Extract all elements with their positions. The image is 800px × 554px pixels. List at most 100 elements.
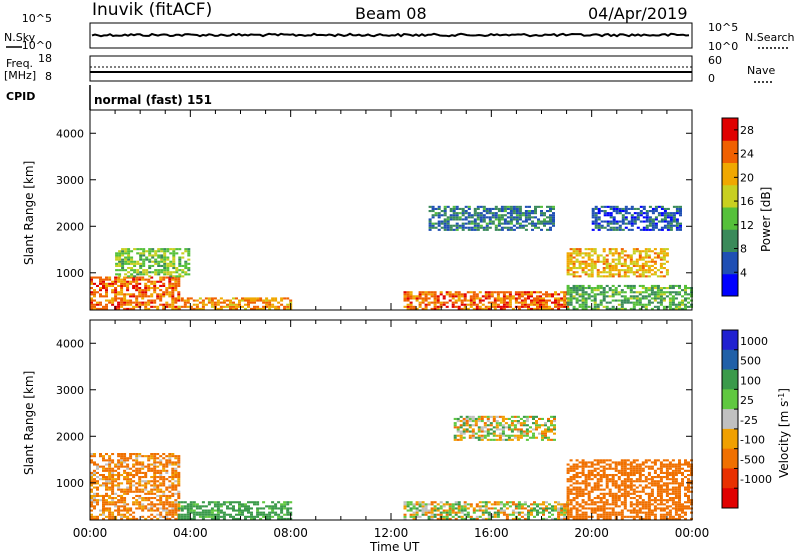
- time-tick-label: 04:00: [173, 526, 208, 540]
- power-cell: [594, 222, 598, 225]
- vel-cell: [265, 517, 269, 520]
- vel-cell: [165, 513, 169, 516]
- vel-cell: [468, 434, 472, 437]
- power-cell: [493, 307, 497, 310]
- power-cell: [617, 258, 621, 261]
- vel-cell: [102, 459, 105, 462]
- power-cell: [451, 293, 455, 296]
- power-cell: [434, 226, 438, 229]
- vel-cell: [611, 476, 615, 479]
- vel-cell: [647, 499, 651, 502]
- power-cell: [457, 307, 461, 310]
- power-cell: [663, 220, 667, 223]
- power-cell: [484, 291, 488, 294]
- power-cell: [105, 289, 108, 292]
- power-cell: [671, 297, 675, 300]
- vel-cell: [605, 482, 609, 485]
- power-cell: [406, 295, 410, 298]
- power-cell: [491, 207, 495, 210]
- power-cell: [611, 269, 615, 272]
- power-cell: [593, 293, 597, 296]
- power-cell: [530, 291, 533, 294]
- power-cell: [142, 248, 146, 251]
- power-cell: [482, 220, 486, 223]
- power-cell: [572, 305, 576, 308]
- power-cell: [171, 303, 175, 306]
- vel-cell: [409, 513, 413, 516]
- power-cell: [500, 214, 504, 217]
- power-cell: [497, 228, 501, 231]
- vel-cell: [183, 515, 187, 518]
- vel-cell: [629, 509, 633, 512]
- vel-cell: [111, 469, 115, 472]
- power-cell: [641, 291, 645, 294]
- vel-cell: [566, 515, 570, 518]
- power-cell: [608, 289, 612, 292]
- vel-cell: [442, 515, 446, 518]
- vel-cell: [168, 457, 172, 460]
- power-cell: [168, 282, 172, 285]
- power-cell: [443, 218, 447, 221]
- power-cell: [660, 228, 664, 231]
- vel-cell: [505, 503, 509, 506]
- vel-cell: [536, 513, 539, 516]
- power-cell: [123, 297, 127, 300]
- power-cell: [593, 264, 597, 267]
- power-cell: [99, 301, 102, 304]
- power-cell: [433, 295, 437, 298]
- power-cell: [156, 280, 160, 283]
- vel-cell: [505, 507, 509, 510]
- power-cell: [549, 205, 552, 208]
- vel-cell: [653, 515, 657, 518]
- power-cell: [500, 218, 504, 221]
- power-cell: [177, 305, 181, 308]
- power-cell: [626, 301, 630, 304]
- power-cell: [469, 301, 473, 304]
- power-cell: [491, 222, 495, 225]
- vel-cell: [572, 517, 576, 520]
- power-cell: [476, 214, 480, 217]
- vel-cell: [581, 469, 585, 472]
- power-cell: [644, 295, 648, 298]
- power-cell: [523, 303, 527, 306]
- power-cell: [151, 271, 155, 274]
- vel-cell: [620, 513, 624, 516]
- power-cell: [528, 222, 531, 225]
- vel-cell: [611, 511, 615, 514]
- power-cell: [645, 212, 649, 215]
- vel-cell: [168, 484, 172, 487]
- vel-cell: [678, 471, 681, 474]
- power-cell: [123, 280, 127, 283]
- power-cell: [662, 258, 666, 261]
- vel-cell: [632, 461, 636, 464]
- power-cell: [617, 269, 621, 272]
- power-cell: [482, 214, 486, 217]
- vel-cell: [563, 507, 567, 510]
- power-cell: [165, 287, 169, 290]
- vel-cell: [250, 513, 253, 516]
- power-cell: [449, 207, 453, 210]
- vel-cell: [280, 515, 284, 518]
- power-cell: [623, 273, 627, 276]
- power-cell: [142, 271, 146, 274]
- vel-cell: [421, 507, 425, 510]
- vel-cell: [427, 517, 431, 520]
- vel-cell: [584, 486, 588, 489]
- vel-cell: [471, 428, 475, 431]
- power-cell: [144, 278, 148, 281]
- vel-cell: [569, 467, 573, 470]
- vel-cell: [174, 499, 178, 502]
- vel-cell: [153, 459, 157, 462]
- power-cell: [124, 260, 128, 263]
- vel-cell: [578, 505, 582, 508]
- power-cell: [527, 297, 530, 300]
- vel-cell: [635, 515, 639, 518]
- power-cell: [505, 305, 509, 308]
- power-cell: [653, 271, 657, 274]
- vel-cell: [111, 492, 115, 495]
- vel-cell: [457, 509, 461, 512]
- power-cell: [665, 260, 669, 263]
- vel-cell: [114, 478, 118, 481]
- power-cell: [497, 218, 501, 221]
- vel-cell: [123, 509, 127, 512]
